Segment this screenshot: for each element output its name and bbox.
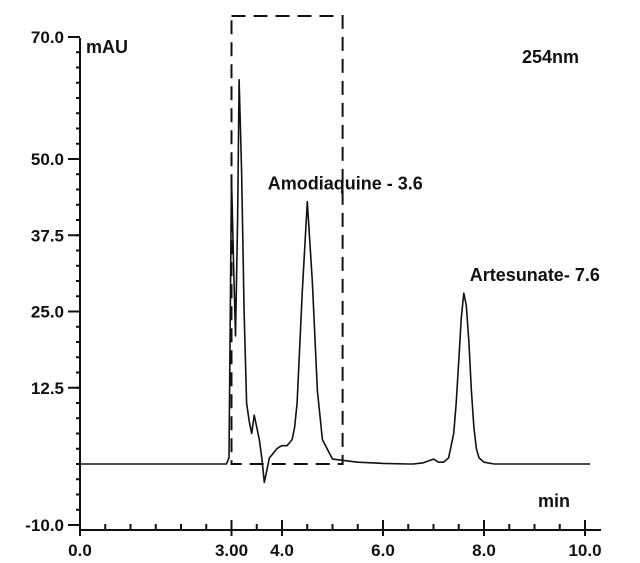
x-tick-label: 3.00 [215, 541, 248, 560]
x-axis-label: min [538, 491, 570, 511]
y-tick-label: 37.5 [31, 226, 64, 245]
y-axis-label: mAU [86, 37, 128, 57]
y-tick-label: 50.0 [31, 150, 64, 169]
y-tick-label: 70.0 [31, 28, 64, 47]
x-tick-label: 8.0 [472, 541, 496, 560]
x-tick-label: 4.0 [270, 541, 294, 560]
peak-annotation: Amodiaquine - 3.6 [268, 174, 423, 194]
peak-annotation: Artesunate- 7.6 [470, 265, 600, 285]
fraction-collection-window [230, 15, 344, 465]
y-tick-label: 25.0 [31, 303, 64, 322]
x-tick-label: 10.0 [568, 541, 601, 560]
y-tick-label: -10.0 [25, 516, 64, 535]
x-tick-label: 0.0 [68, 541, 92, 560]
y-tick-label: 12.5 [31, 379, 64, 398]
wavelength-label: 254nm [522, 47, 579, 67]
x-tick-label: 6.0 [371, 541, 395, 560]
chromatogram-trace [80, 78, 590, 484]
